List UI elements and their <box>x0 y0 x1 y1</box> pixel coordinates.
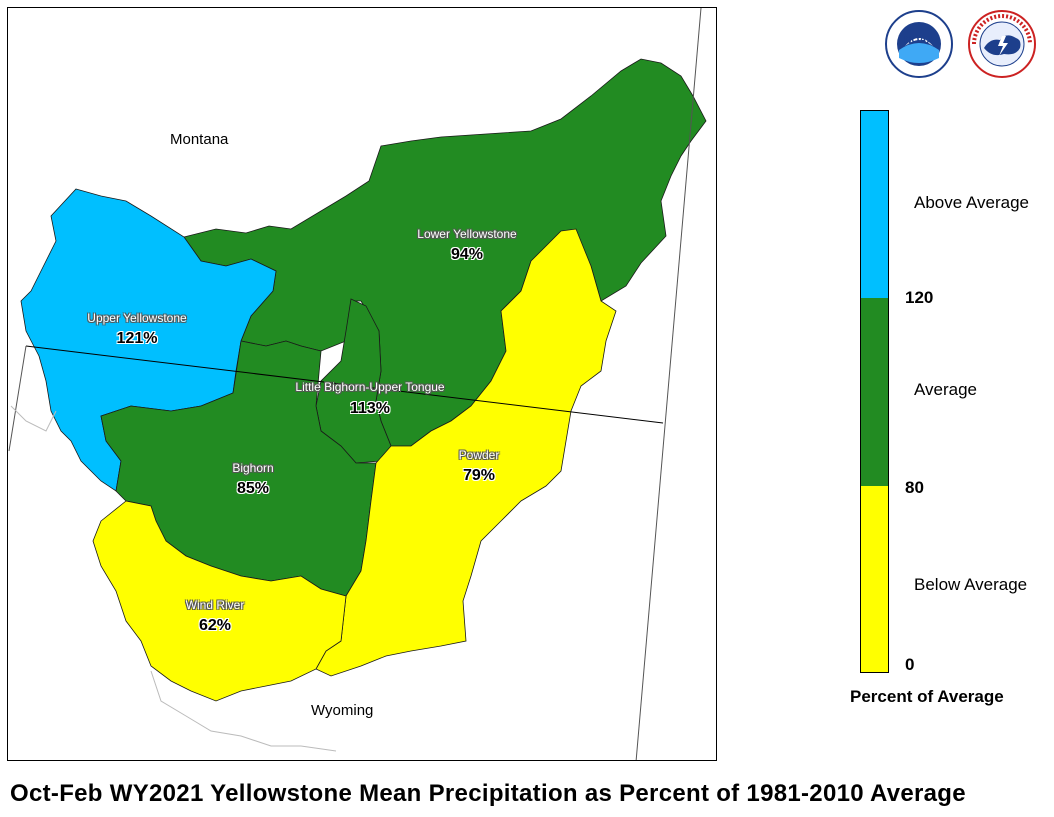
basin-percent-powder: 79% <box>462 467 496 484</box>
legend-title: Percent of Average <box>850 687 1004 706</box>
basin-wind-river <box>92 500 347 702</box>
basin-name-bighorn: Bighorn <box>232 461 274 475</box>
nws-logo-icon <box>968 10 1036 78</box>
basin-name-little-bighorn-upper-tongue: Little Bighorn-Upper Tongue <box>295 380 445 394</box>
basin-percent-upper-yellowstone: 121% <box>116 330 158 347</box>
basin-name-upper-yellowstone: Upper Yellowstone <box>87 311 187 325</box>
map-frame: Montana Wyoming Upper Yellowstone 121% L… <box>7 7 717 761</box>
basin-little-bighorn-upper-tongue <box>315 298 392 464</box>
map-title: Oct-Feb WY2021 Yellowstone Mean Precipit… <box>10 780 966 807</box>
state-label-wyoming: Wyoming <box>311 702 374 719</box>
legend-label-average: Average <box>914 380 978 399</box>
outline-south <box>150 670 337 752</box>
state-boundary-east <box>635 8 702 760</box>
svg-text:NOAA: NOAA <box>904 35 933 46</box>
basin-name-lower-yellowstone: Lower Yellowstone <box>417 227 517 241</box>
basin-powder <box>315 228 617 677</box>
legend-tick-80: 80 <box>905 478 924 497</box>
legend-swatch-below-average <box>861 486 888 672</box>
legend-tick-0: 0 <box>905 655 915 674</box>
outline-west <box>10 405 57 432</box>
legend-color-bar <box>860 110 889 673</box>
legend-label-above-average: Above Average <box>914 193 1029 212</box>
legend-swatch-average <box>861 298 888 486</box>
basin-name-wind-river: Wind River <box>185 598 245 612</box>
basin-percent-bighorn: 85% <box>236 480 270 497</box>
legend-swatch-above-average <box>861 111 888 298</box>
basin-percent-wind-river: 62% <box>198 617 232 634</box>
legend-tick-120: 120 <box>905 288 934 307</box>
state-boundary-west <box>8 345 27 452</box>
basin-percent-lower-yellowstone: 94% <box>450 246 484 263</box>
state-boundary-mt-wy <box>25 345 664 424</box>
legend-label-below-average: Below Average <box>914 575 1028 594</box>
state-label-montana: Montana <box>170 131 229 148</box>
basin-name-powder: Powder <box>458 448 500 462</box>
basin-map <box>8 8 707 760</box>
noaa-logo-icon: NOAA <box>885 10 953 78</box>
basin-percent-little-bighorn-upper-tongue: 113% <box>349 400 391 417</box>
